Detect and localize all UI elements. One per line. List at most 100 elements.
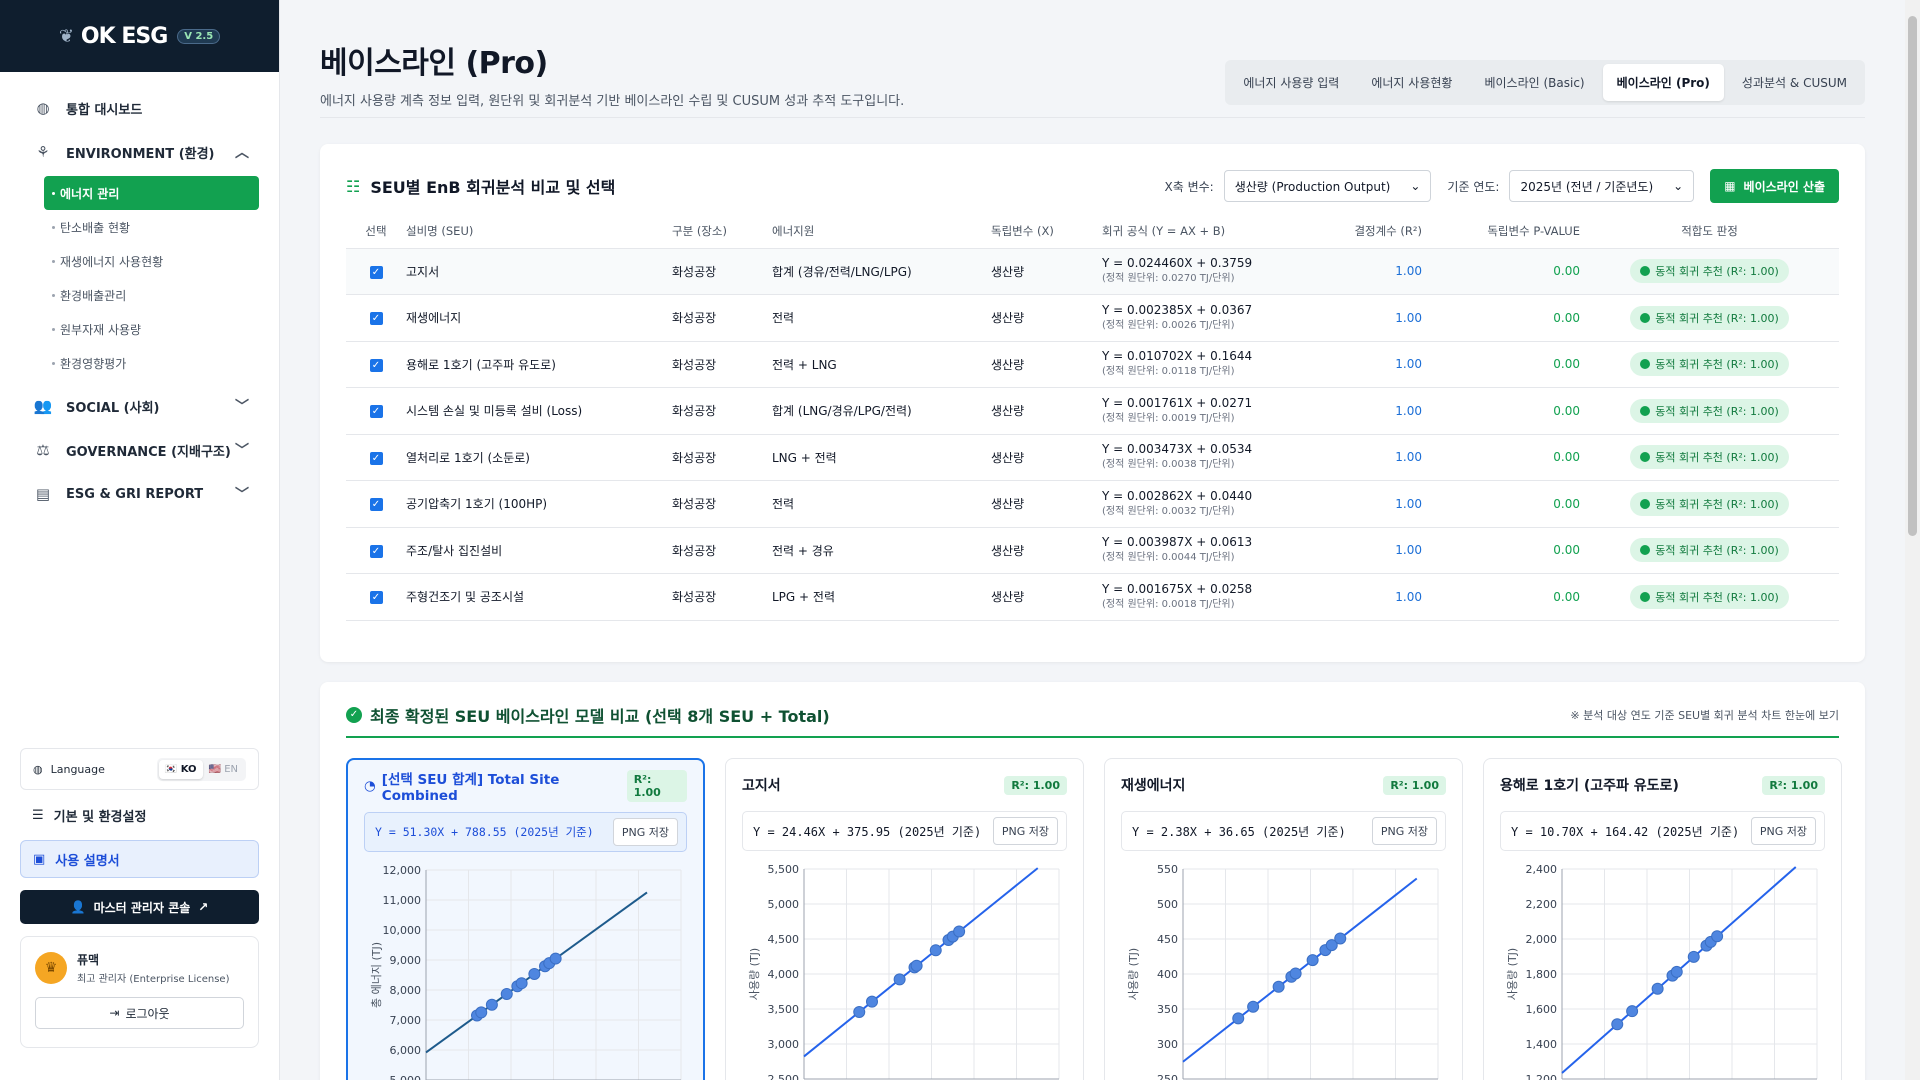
fit-verdict-badge: 동적 회귀 추천 (R²: 1.00) xyxy=(1630,305,1789,330)
r2-value: 1.00 xyxy=(1272,248,1422,295)
main-content: 베이스라인 (Pro) 에너지 사용량 계측 정보 입력, 원단위 및 회귀분석… xyxy=(280,0,1905,1080)
table-row[interactable]: ✓ 열처리로 1호기 (소둔로) 화성공장 LNG + 전력 생산량 Y = 0.0034… xyxy=(346,434,1839,481)
lang-ko-button[interactable]: 🇰🇷 KO xyxy=(158,759,203,779)
base-year-select[interactable]: 2025년 (전년 / 기준년도) ⌄ xyxy=(1509,170,1695,202)
y-tick-label: 8,000 xyxy=(390,984,422,997)
seu-x-variable: 생산량 xyxy=(991,434,1102,481)
chevron-up-icon: ︿ xyxy=(235,145,249,161)
sub-item-renewable[interactable]: 재생에너지 사용현황 xyxy=(44,244,259,278)
logout-button[interactable]: ⇥ 로그아웃 xyxy=(35,997,244,1029)
page-header: 베이스라인 (Pro) 에너지 사용량 계측 정보 입력, 원단위 및 회귀분석… xyxy=(320,0,1865,118)
chart-title: 재생에너지 xyxy=(1121,778,1186,794)
manual-link[interactable]: ▣ 사용 설명서 xyxy=(20,840,259,878)
y-axis-label: 사용량 (TJ) xyxy=(1127,948,1140,1000)
r2-value: 1.00 xyxy=(1272,480,1422,528)
nav-social[interactable]: 👥 SOCIAL (사회) ﹀ xyxy=(0,384,279,428)
regression-formula: Y = 0.003987X + 0.0613 (정적 원단위: 0.0044 TJ… xyxy=(1102,534,1272,566)
png-save-button[interactable]: PNG 저장 xyxy=(1750,817,1816,845)
regression-formula: Y = 0.001761X + 0.0271 (정적 원단위: 0.0019 TJ… xyxy=(1102,395,1272,427)
seu-name: 주조/탈사 집진설비 xyxy=(406,527,672,574)
chart-grid: ◔ [선택 SEU 합계] Total Site Combined R²: 1.00… xyxy=(346,758,1842,1080)
row-checkbox[interactable]: ✓ xyxy=(369,451,383,465)
data-point xyxy=(1334,932,1347,945)
y-tick-label: 4,500 xyxy=(768,933,800,946)
data-point xyxy=(1325,939,1338,952)
y-tick-label: 2,200 xyxy=(1526,898,1558,911)
png-save-button[interactable]: PNG 저장 xyxy=(1371,817,1437,845)
table-row[interactable]: ✓ 용해로 1호기 (고주파 유도로) 화성공장 전력 + LNG 생산량 Y = 0.0… xyxy=(346,341,1839,388)
seu-site: 화성공장 xyxy=(672,573,772,621)
tab-baseline-pro[interactable]: 베이스라인 (Pro) xyxy=(1602,64,1724,101)
equation-box: Y = 51.30X + 788.55 (2025년 기준) PNG 저장 xyxy=(364,812,687,852)
sub-item-energy[interactable]: 에너지 관리 xyxy=(44,176,259,210)
settings-link[interactable]: ☰ 기본 및 환경설정 xyxy=(20,796,259,834)
sub-item-impact[interactable]: 환경영향평가 xyxy=(44,346,259,380)
x-variable-select[interactable]: 생산량 (Production Output) ⌄ xyxy=(1223,170,1432,202)
png-save-button[interactable]: PNG 저장 xyxy=(612,818,678,846)
regression-formula: Y = 0.001675X + 0.0258 (정적 원단위: 0.0018 TJ… xyxy=(1102,581,1272,613)
y-tick-label: 1,200 xyxy=(1526,1073,1558,1080)
seu-x-variable: 생산량 xyxy=(991,573,1102,621)
data-point xyxy=(929,944,942,957)
scrollbar[interactable] xyxy=(1905,0,1920,1080)
row-checkbox[interactable]: ✓ xyxy=(369,544,383,558)
col-header: 독립변수 P-VALUE xyxy=(1422,214,1580,249)
table-row[interactable]: ✓ 주조/탈사 집진설비 화성공장 전력 + 경유 생산량 Y = 0.003987X +… xyxy=(346,527,1839,574)
master-console-button[interactable]: 👤 마스터 관리자 콘솔 ↗ xyxy=(20,890,259,924)
calc-baseline-button[interactable]: ▦ 베이스라인 산출 xyxy=(1710,169,1839,203)
scrollbar-thumb[interactable] xyxy=(1908,16,1917,536)
row-checkbox[interactable]: ✓ xyxy=(369,591,383,605)
scatter-chart: 1001201401601802002205,0006,0007,0008,00… xyxy=(370,864,682,1080)
tab-baseline-basic[interactable]: 베이스라인 (Basic) xyxy=(1484,76,1585,90)
seu-name: 재생에너지 xyxy=(406,294,672,342)
nav-governance[interactable]: ⚖ GOVERNANCE (지배구조) ﹀ xyxy=(0,428,279,472)
png-save-button[interactable]: PNG 저장 xyxy=(992,817,1058,845)
nav-report[interactable]: ▤ ESG & GRI REPORT ﹀ xyxy=(0,472,279,516)
y-tick-label: 3,000 xyxy=(768,1038,800,1051)
table-row[interactable]: ✓ 주형건조기 및 공조시설 화성공장 LPG + 전력 생산량 Y = 0.001675… xyxy=(346,573,1839,621)
seu-source: 합계 (경유/전력/LNG/LPG) xyxy=(772,248,991,295)
row-checkbox[interactable]: ✓ xyxy=(369,498,383,512)
nav-environment[interactable]: ⚘ ENVIRONMENT (환경) ︿ xyxy=(0,130,279,174)
row-checkbox[interactable]: ✓ xyxy=(369,358,383,372)
col-header: 에너지원 xyxy=(772,214,991,249)
brand-header[interactable]: ❦ OK ESG V 2.5 xyxy=(0,0,279,72)
col-header: 적합도 판정 xyxy=(1580,214,1839,249)
book-icon: ▣ xyxy=(33,851,46,867)
y-tick-label: 250 xyxy=(1157,1073,1178,1080)
seu-site: 화성공장 xyxy=(672,527,772,574)
table-row[interactable]: ✓ 시스템 손실 및 미등록 설비 (Loss) 화성공장 합계 (LNG/경유/LP… xyxy=(346,387,1839,435)
status-dot-icon xyxy=(1640,452,1651,463)
r2-value: 1.00 xyxy=(1272,527,1422,574)
sub-item-emission[interactable]: 환경배출관리 xyxy=(44,278,259,312)
table-row[interactable]: ✓ 고지서 화성공장 합계 (경유/전력/LNG/LPG) 생산량 Y = 0.02446… xyxy=(346,248,1839,295)
y-tick-label: 5,000 xyxy=(390,1074,422,1080)
table-row[interactable]: ✓ 재생에너지 화성공장 전력 생산량 Y = 0.002385X + 0.0367 (정적… xyxy=(346,294,1839,342)
language-toggle: 🇰🇷 KO 🇺🇸 EN xyxy=(156,757,246,781)
base-year-label: 기준 연도: xyxy=(1447,179,1500,194)
sidebar: ❦ OK ESG V 2.5 ◍ 통합 대시보드 ⚘ ENVIRONMENT (… xyxy=(0,0,280,1080)
lang-en-button[interactable]: 🇺🇸 EN xyxy=(208,763,238,775)
tab-cusum[interactable]: 성과분석 & CUSUM xyxy=(1741,76,1847,90)
sub-item-carbon[interactable]: 탄소배출 현황 xyxy=(44,210,259,244)
y-tick-label: 4,000 xyxy=(768,968,800,981)
nav-dashboard[interactable]: ◍ 통합 대시보드 xyxy=(0,86,279,130)
chart-title: ◔ [선택 SEU 합계] Total Site Combined xyxy=(364,772,560,804)
nav-label: ENVIRONMENT (환경) xyxy=(66,146,215,162)
table-row[interactable]: ✓ 공기압축기 1호기 (100HP) 화성공장 전력 생산량 Y = 0.002862X… xyxy=(346,480,1839,528)
y-tick-label: 450 xyxy=(1157,933,1178,946)
manual-label: 사용 설명서 xyxy=(55,853,120,869)
seu-x-variable: 생산량 xyxy=(991,480,1102,528)
row-checkbox[interactable]: ✓ xyxy=(369,265,383,279)
row-checkbox[interactable]: ✓ xyxy=(369,312,383,326)
y-tick-label: 12,000 xyxy=(383,864,422,877)
equation-box: Y = 2.38X + 36.65 (2025년 기준) PNG 저장 xyxy=(1121,811,1446,851)
tab-energy-status[interactable]: 에너지 사용현황 xyxy=(1371,76,1453,90)
col-header: 설비명 (SEU) xyxy=(406,214,672,249)
row-checkbox[interactable]: ✓ xyxy=(369,405,383,419)
tab-energy-input[interactable]: 에너지 사용량 입력 xyxy=(1243,76,1340,90)
seu-source: 전력 + 경유 xyxy=(772,527,991,574)
status-dot-icon xyxy=(1640,545,1651,556)
chart-card-total: ◔ [선택 SEU 합계] Total Site Combined R²: 1.00… xyxy=(346,758,705,1080)
sub-item-materials[interactable]: 원부자재 사용량 xyxy=(44,312,259,346)
